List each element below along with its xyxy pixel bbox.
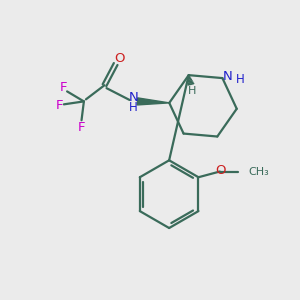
Text: N: N (223, 70, 232, 83)
Text: H: H (236, 73, 245, 86)
Text: F: F (78, 121, 85, 134)
Text: N: N (128, 92, 138, 104)
Text: F: F (56, 99, 63, 112)
Text: O: O (114, 52, 124, 65)
Polygon shape (137, 98, 169, 105)
Text: F: F (60, 81, 67, 94)
Text: CH₃: CH₃ (248, 167, 269, 176)
Text: H: H (129, 101, 138, 114)
Text: H: H (188, 86, 196, 96)
Text: O: O (215, 164, 226, 177)
